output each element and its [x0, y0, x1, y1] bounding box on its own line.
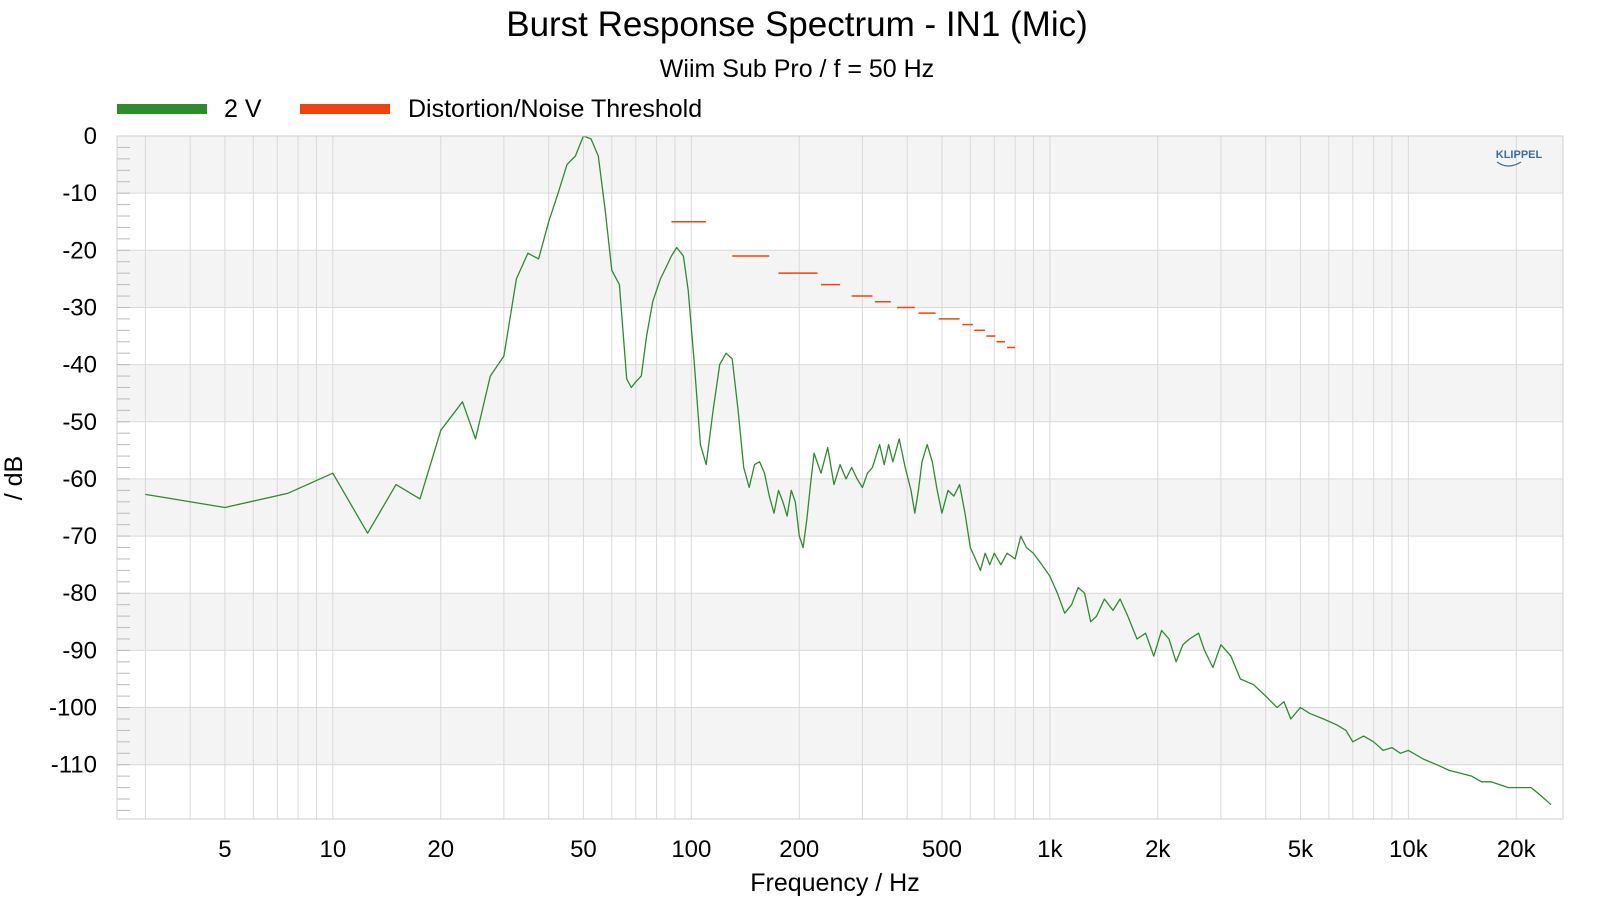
x-tick-label: 10k — [1389, 836, 1429, 863]
x-tick-labels: 5 10 20 50 100 200 500 1k 2k 5k 10k 20k — [218, 836, 1536, 863]
band — [117, 593, 1563, 651]
y-tick-label: -110 — [51, 752, 97, 779]
x-tick-label: 100 — [671, 836, 711, 863]
klippel-logo: KLIPPEL — [1496, 149, 1543, 167]
x-tick-label: 500 — [922, 836, 962, 863]
y-tick-label: -30 — [62, 294, 97, 321]
legend: 2 V Distortion/Noise Threshold — [117, 95, 702, 123]
grid — [117, 135, 1563, 819]
response-series — [145, 135, 1552, 806]
x-tick-label: 5 — [218, 836, 231, 863]
y-tick-label: 0 — [84, 123, 97, 150]
y-tick-label: -20 — [62, 237, 97, 264]
legend-swatch-2v — [117, 104, 207, 114]
y-tick-label: -50 — [62, 409, 97, 436]
y-tick-label: -70 — [62, 523, 97, 550]
x-tick-label: 2k — [1145, 836, 1171, 863]
chart-subtitle: Wiim Sub Pro / f = 50 Hz — [660, 55, 934, 83]
y-tick-labels: 0 -10 -20 -30 -40 -50 -60 -70 -80 -90 -100 -110 — [49, 123, 97, 779]
klippel-logo-arc — [1496, 161, 1522, 167]
legend-label-threshold: Distortion/Noise Threshold — [408, 95, 702, 123]
legend-label-2v: 2 V — [224, 95, 262, 123]
band — [117, 136, 1563, 194]
y-tick-label: -40 — [62, 352, 97, 379]
band — [117, 478, 1563, 537]
band — [117, 364, 1563, 422]
y-tick-label: -60 — [62, 466, 97, 493]
y-axis-label: / dB — [0, 456, 28, 500]
plot-frame — [116, 135, 1564, 820]
x-tick-label: 1k — [1037, 836, 1063, 863]
band — [117, 707, 1563, 765]
y-tick-label: -100 — [49, 695, 97, 722]
y-tick-label: -80 — [62, 580, 97, 607]
threshold-series — [671, 220, 1016, 349]
x-axis-label: Frequency / Hz — [750, 869, 920, 897]
legend-swatch-threshold — [300, 104, 390, 114]
plot-background — [117, 136, 1563, 819]
klippel-logo-text: KLIPPEL — [1496, 149, 1543, 161]
x-tick-label: 10 — [319, 836, 346, 863]
response-curve-2v — [145, 135, 1552, 806]
x-tick-label: 50 — [570, 836, 597, 863]
x-tick-label: 20k — [1497, 836, 1537, 863]
x-tick-label: 20 — [427, 836, 454, 863]
y-tick-label: -10 — [62, 180, 97, 207]
x-tick-label: 5k — [1288, 836, 1314, 863]
minor-y-ticks — [117, 135, 130, 811]
band — [117, 250, 1563, 308]
x-tick-label: 200 — [779, 836, 819, 863]
y-tick-label: -90 — [62, 637, 97, 664]
chart-title: Burst Response Spectrum - IN1 (Mic) — [506, 5, 1088, 44]
